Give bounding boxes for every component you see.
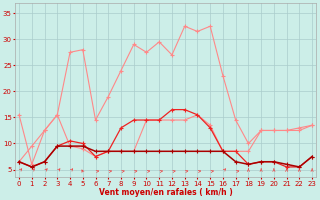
X-axis label: Vent moyen/en rafales ( km/h ): Vent moyen/en rafales ( km/h ) (99, 188, 232, 197)
